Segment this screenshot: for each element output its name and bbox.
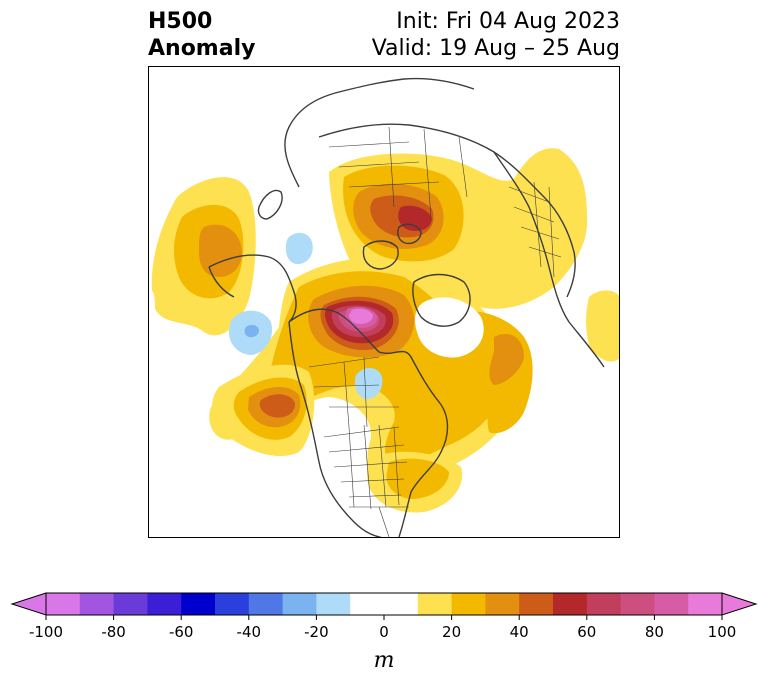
anomaly-contour-neg-gulf-alaska-core xyxy=(244,324,259,338)
colorbar-box xyxy=(282,593,317,615)
colorbar-canvas: -100 -80 -60 -40 -20 0 20 40 60 80 100 m xyxy=(10,592,758,673)
colorbar-tick-label: 80 xyxy=(645,623,664,641)
title-line1: H500 xyxy=(148,9,213,34)
colorbar-box xyxy=(586,593,622,615)
colorbar: -100 -80 -60 -40 -20 0 20 40 60 80 100 m xyxy=(0,585,768,684)
coastline-japan xyxy=(257,189,283,220)
colorbar-extend-max xyxy=(721,592,758,616)
europe-borders xyxy=(508,181,562,278)
colorbar-box xyxy=(688,593,723,615)
map-canvas xyxy=(149,77,619,537)
asia-borders xyxy=(328,126,468,218)
colorbar-tick-label: 60 xyxy=(577,623,596,641)
colorbar-extend-min xyxy=(10,592,47,616)
anomaly-map xyxy=(148,66,620,538)
mexico-border xyxy=(349,506,409,537)
anomaly-contour-far-east xyxy=(586,290,619,362)
coastline-alaska xyxy=(208,254,297,323)
colorbar-unit-label: m xyxy=(374,648,395,673)
map-subtitle: Init: Fri 04 Aug 2023 Valid: 19 Aug – 25… xyxy=(372,8,620,62)
colorbar-tick-label: -60 xyxy=(169,623,194,641)
colorbar-tick-label: 100 xyxy=(708,623,737,641)
colorbar-box xyxy=(316,593,351,615)
map-title: H500 Anomaly xyxy=(148,8,255,62)
colorbar-boxes xyxy=(46,593,723,615)
colorbar-tick-label: -40 xyxy=(237,623,262,641)
init-date: Init: Fri 04 Aug 2023 xyxy=(396,9,620,34)
colorbar-tick-label: -100 xyxy=(29,623,63,641)
canada-province-borders xyxy=(308,356,399,428)
colorbar-box xyxy=(384,593,419,615)
colorbar-box xyxy=(46,593,81,615)
anomaly-fill-layer xyxy=(149,148,619,513)
coastline-north-america xyxy=(288,308,449,537)
title-line2: Anomaly xyxy=(148,36,256,61)
colorbar-box xyxy=(181,593,216,615)
anomaly-contour-eus-30 xyxy=(386,458,449,499)
colorbar-ticks: -100 -80 -60 -40 -20 0 20 40 60 80 100 xyxy=(29,615,736,641)
colorbar-box xyxy=(519,593,554,615)
colorbar-box xyxy=(620,593,655,615)
colorbar-box xyxy=(113,593,148,615)
anomaly-contour-neg-far-east xyxy=(149,290,155,320)
colorbar-box xyxy=(147,593,182,615)
colorbar-box xyxy=(350,593,385,615)
colorbar-tick-label: -20 xyxy=(304,623,329,641)
anomaly-contour-neg-siberia xyxy=(285,232,313,265)
border-layer xyxy=(308,126,562,537)
coastline-east-asia xyxy=(284,77,475,188)
coastline-layer xyxy=(208,77,605,537)
anomaly-contour-west-50 xyxy=(259,394,295,418)
colorbar-tick-label: 20 xyxy=(442,623,461,641)
colorbar-box xyxy=(451,593,486,615)
colorbar-box xyxy=(417,593,453,615)
coastline-europe xyxy=(493,151,605,368)
colorbar-box xyxy=(553,593,588,615)
valid-range: Valid: 19 Aug – 25 Aug xyxy=(371,36,620,61)
colorbar-tick-label: 0 xyxy=(379,623,389,641)
colorbar-box xyxy=(215,593,250,615)
anomaly-contour-central-100 xyxy=(349,308,373,324)
colorbar-box xyxy=(79,593,115,615)
anomaly-contour-atl-40 xyxy=(489,333,524,385)
colorbar-box xyxy=(485,593,520,615)
us-state-borders xyxy=(323,424,408,510)
coastline-greenland xyxy=(412,273,471,327)
anomaly-contour-neg-hudson xyxy=(354,367,383,399)
coastline-arctic-islands xyxy=(362,223,422,270)
anomaly-contour-pac-40 xyxy=(199,224,242,277)
coastline-eurasia-north xyxy=(318,123,576,298)
colorbar-tick-label: 40 xyxy=(510,623,529,641)
colorbar-tick-label: -80 xyxy=(101,623,126,641)
colorbar-box xyxy=(654,593,689,615)
colorbar-box xyxy=(248,593,284,615)
